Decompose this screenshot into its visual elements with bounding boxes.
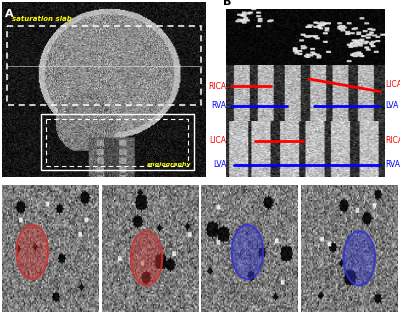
Bar [7,26,201,106]
Bar [46,119,188,166]
Text: RVA: RVA [212,101,226,110]
Text: RVA: RVA [385,160,400,169]
Text: LVA: LVA [385,101,398,110]
Text: saturation slab: saturation slab [12,16,72,22]
Ellipse shape [131,231,162,285]
Ellipse shape [232,225,263,279]
Ellipse shape [16,225,48,279]
Text: LICA: LICA [385,80,400,89]
Text: LVA: LVA [213,160,226,169]
Ellipse shape [344,231,375,285]
Bar [41,114,194,171]
Text: RICA: RICA [208,82,226,90]
Text: A: A [5,8,14,19]
Text: B: B [223,0,231,7]
Text: angiography: angiography [147,162,192,167]
Text: RICA: RICA [385,136,400,145]
Text: LICA: LICA [210,136,226,145]
